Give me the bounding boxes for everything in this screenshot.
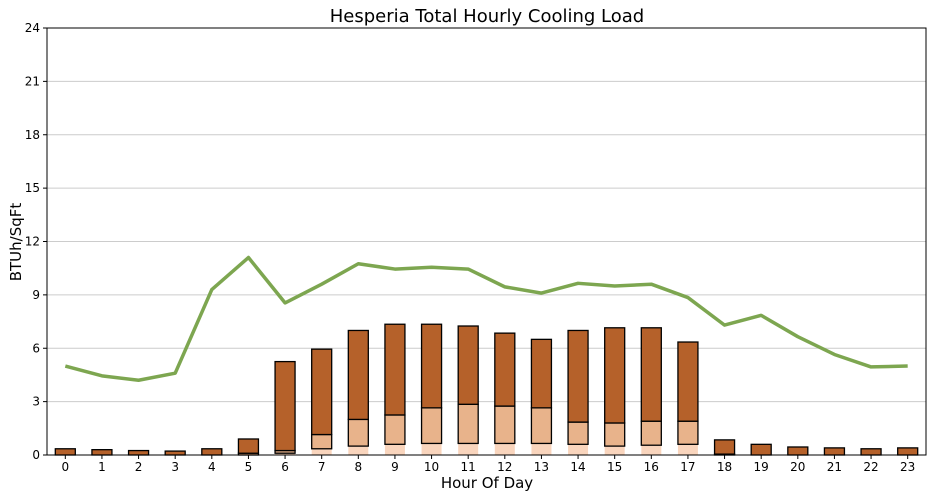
bar-segment [201, 448, 223, 456]
total-load-line [64, 255, 908, 383]
y-tick-label: 18 [25, 128, 40, 142]
y-tick-label: 24 [25, 21, 40, 35]
chart-title: Hesperia Total Hourly Cooling Load [330, 6, 644, 27]
y-axis-label: BTUh/SqFt [7, 203, 25, 282]
x-tick-label: 23 [900, 460, 915, 474]
x-tick-label: 4 [208, 460, 216, 474]
x-tick-label: 2 [135, 460, 143, 474]
bar-segment [677, 341, 699, 422]
bar-segment [677, 420, 699, 445]
x-tick-label: 14 [570, 460, 585, 474]
x-tick-label: 15 [607, 460, 622, 474]
x-tick-label: 22 [863, 460, 878, 474]
bar-segment [54, 448, 76, 456]
bar-segment [641, 445, 662, 455]
y-tick-label: 15 [25, 181, 40, 195]
bar-segment [604, 422, 626, 447]
x-axis-label: Hour Of Day [441, 474, 533, 492]
bar-segment [530, 338, 553, 409]
bar-segment [568, 444, 589, 455]
bar-segment [164, 450, 186, 456]
x-tick-label: 8 [354, 460, 362, 474]
x-axis-ticks: 0 1 2 3 4 5 6 7 8 9 10 11 12 13 14 15 16 17 18 19 20 21 22 23 [61, 455, 915, 474]
bar-segment [384, 323, 406, 416]
bar-segment [458, 443, 479, 455]
bar-segment [421, 443, 442, 455]
bar-segment [750, 443, 772, 456]
bar-segment [713, 439, 736, 455]
bar-segment [897, 447, 919, 456]
x-tick-label: 7 [318, 460, 326, 474]
x-tick-label: 10 [424, 460, 439, 474]
x-tick-label: 20 [790, 460, 805, 474]
x-tick-label: 1 [98, 460, 106, 474]
bar-segment [274, 360, 296, 452]
bar-segment [311, 348, 333, 436]
bar-segment [347, 418, 369, 447]
x-tick-label: 6 [281, 460, 289, 474]
bar-segment [567, 421, 589, 445]
bar-segment [531, 443, 552, 455]
bar-segment [823, 447, 846, 456]
y-tick-label: 6 [32, 341, 40, 355]
bar-segment [640, 420, 662, 446]
y-tick-label: 0 [32, 448, 40, 462]
x-tick-label: 19 [754, 460, 769, 474]
bars-group [54, 323, 919, 456]
bar-segment [787, 446, 809, 456]
x-tick-label: 5 [245, 460, 253, 474]
y-axis-ticks: 0 3 6 9 12 15 18 21 24 [25, 21, 47, 462]
bar-segment [420, 323, 443, 409]
x-tick-label: 11 [461, 460, 476, 474]
bar-segment [604, 446, 625, 455]
bar-segment [640, 327, 662, 422]
bar-segment [530, 407, 553, 445]
bar-segment [347, 329, 369, 421]
y-tick-label: 3 [32, 395, 40, 409]
bar-segment [567, 329, 589, 423]
bar-segment [311, 448, 332, 455]
bar-segment [348, 446, 369, 455]
y-tick-label: 12 [25, 235, 40, 249]
bar-segment [420, 407, 443, 445]
bar-segment [457, 403, 479, 445]
x-tick-label: 16 [644, 460, 659, 474]
x-tick-label: 3 [171, 460, 179, 474]
bar-segment [457, 325, 479, 405]
x-tick-label: 18 [717, 460, 732, 474]
bar-segment [127, 449, 150, 456]
bar-segment [677, 444, 698, 455]
x-tick-label: 9 [391, 460, 399, 474]
y-tick-label: 21 [25, 74, 40, 88]
bar-segment [860, 448, 882, 456]
gridlines [47, 80, 926, 403]
x-tick-label: 12 [497, 460, 512, 474]
y-tick-label: 9 [32, 288, 40, 302]
bar-segment [494, 443, 515, 455]
x-tick-label: 0 [61, 460, 69, 474]
bar-segment [275, 453, 296, 455]
bar-segment [311, 433, 333, 450]
bar-segment [384, 414, 406, 445]
bar-segment [494, 405, 516, 445]
bar-segment [384, 444, 405, 455]
x-tick-label: 13 [534, 460, 549, 474]
total-line-group [64, 255, 908, 383]
x-tick-label: 21 [827, 460, 842, 474]
bar-segment [91, 449, 113, 456]
x-tick-label: 17 [680, 460, 695, 474]
bar-segment [237, 438, 260, 454]
bar-segment [494, 332, 516, 407]
bar-segment [604, 327, 626, 424]
